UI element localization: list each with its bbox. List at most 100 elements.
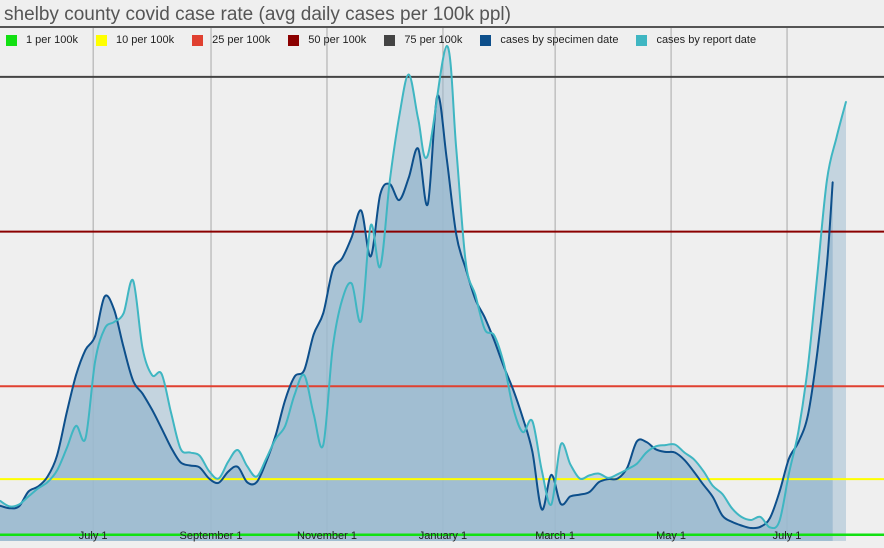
chart-legend: 1 per 100k 10 per 100k 25 per 100k 50 per 1… — [6, 33, 774, 47]
data-point — [712, 485, 714, 487]
data-point — [759, 526, 762, 528]
legend-item[interactable]: cases by report date — [636, 34, 756, 46]
data-point — [151, 374, 153, 377]
legend-item[interactable]: 25 per 100k — [192, 34, 270, 46]
data-point — [122, 312, 125, 315]
data-point — [217, 477, 220, 480]
data-point — [198, 454, 201, 457]
data-point — [208, 477, 210, 480]
data-point — [550, 503, 553, 506]
data-point — [769, 526, 771, 529]
data-point — [369, 255, 372, 258]
data-point — [446, 158, 448, 160]
data-point — [341, 298, 344, 301]
data-point — [598, 481, 600, 484]
chart-title: shelby county covid case rate (avg daily… — [4, 4, 511, 25]
data-point — [426, 154, 429, 157]
data-point — [579, 477, 581, 480]
data-point — [65, 412, 68, 415]
data-point — [350, 236, 353, 238]
data-point — [693, 470, 695, 473]
data-point — [284, 399, 287, 401]
data-point — [816, 350, 819, 352]
data-point — [816, 272, 819, 274]
data-point — [417, 118, 420, 120]
data-point — [398, 199, 401, 201]
legend-item[interactable]: 1 per 100k — [6, 34, 78, 46]
data-point — [683, 451, 686, 454]
data-point — [398, 115, 401, 118]
title-divider — [0, 26, 884, 28]
data-point — [664, 451, 667, 453]
data-point — [607, 477, 610, 479]
legend-swatch — [636, 34, 648, 46]
data-point — [37, 487, 39, 490]
data-point — [512, 389, 515, 391]
data-point — [831, 181, 834, 183]
data-point — [208, 470, 210, 472]
data-point — [246, 465, 248, 467]
legend-item[interactable]: cases by specimen date — [480, 34, 618, 46]
data-point — [645, 441, 648, 443]
x-tick-label: September 1 — [180, 530, 243, 542]
legend-item[interactable]: 75 per 100k — [384, 34, 462, 46]
data-point — [56, 454, 58, 457]
data-point — [246, 481, 248, 484]
data-point — [446, 45, 448, 47]
data-point — [75, 374, 77, 377]
legend-label: cases by report date — [656, 34, 757, 46]
data-point — [569, 495, 572, 498]
data-point — [655, 445, 657, 448]
data-point — [312, 333, 315, 336]
data-point — [531, 420, 534, 422]
data-point — [84, 437, 87, 440]
legend-swatch — [192, 34, 204, 46]
data-point — [484, 316, 486, 319]
data-point — [693, 458, 695, 461]
data-point — [388, 180, 391, 183]
legend-swatch — [480, 34, 492, 46]
data-point — [731, 507, 733, 510]
data-point — [626, 466, 629, 469]
data-point — [379, 266, 382, 268]
data-point — [293, 393, 296, 396]
data-point — [512, 407, 515, 410]
data-point — [160, 373, 163, 375]
x-axis-tick-labels: July 1 September 1 November 1 January 1 Marc… — [79, 530, 802, 542]
data-point — [160, 427, 163, 430]
data-point — [94, 335, 96, 338]
data-point — [312, 413, 315, 416]
reference-lines — [0, 75, 884, 537]
data-point — [797, 441, 800, 443]
data-point — [170, 446, 172, 449]
data-point — [617, 477, 619, 480]
data-point — [236, 449, 239, 451]
data-point — [455, 148, 458, 151]
data-point — [674, 443, 676, 446]
data-point — [560, 443, 562, 446]
data-point — [778, 491, 781, 493]
data-point — [636, 462, 638, 465]
data-point — [293, 375, 296, 378]
data-point — [198, 466, 201, 469]
data-point — [550, 474, 553, 476]
data-point — [170, 412, 172, 414]
legend-label: 1 per 100k — [26, 34, 78, 46]
legend-item[interactable]: 50 per 100k — [288, 34, 366, 46]
legend-item[interactable]: 10 per 100k — [95, 34, 174, 46]
data-point — [531, 450, 534, 453]
data-point — [56, 469, 58, 472]
data-point — [474, 293, 477, 296]
data-point — [141, 392, 144, 395]
data-point — [579, 493, 581, 496]
data-point — [65, 448, 68, 450]
data-point — [750, 527, 752, 529]
data-point — [236, 466, 239, 468]
data-point — [8, 507, 11, 510]
data-point — [303, 374, 306, 377]
data-point — [674, 451, 676, 454]
data-point — [331, 347, 334, 349]
data-point — [360, 319, 363, 322]
data-point — [740, 516, 743, 518]
data-point — [569, 463, 572, 466]
